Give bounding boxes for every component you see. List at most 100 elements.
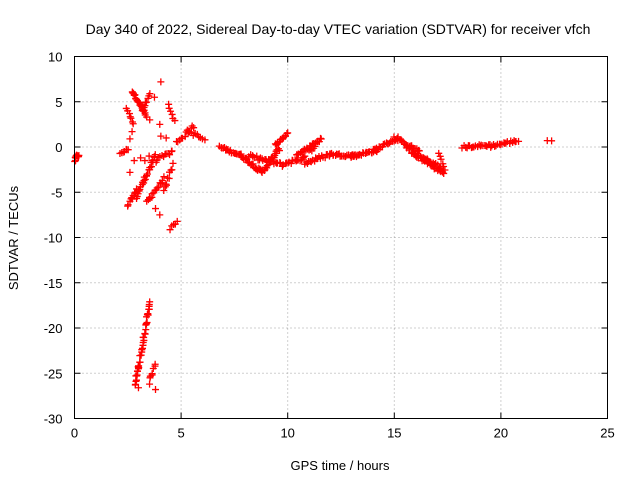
chart-title: Day 340 of 2022, Sidereal Day-to-day VTE… xyxy=(86,21,591,37)
data-point xyxy=(158,152,166,160)
data-points xyxy=(71,78,556,394)
data-point xyxy=(168,166,176,174)
data-point xyxy=(284,129,292,137)
data-point xyxy=(133,372,141,380)
data-point xyxy=(148,370,156,378)
data-point xyxy=(306,145,314,153)
data-point xyxy=(141,330,149,338)
data-point xyxy=(167,107,175,115)
data-point xyxy=(173,217,181,225)
data-point xyxy=(126,135,134,143)
data-point xyxy=(435,149,443,157)
data-point xyxy=(164,150,172,158)
y-axis: -30 -25 -20 -15 -10 -5 0 5 10 xyxy=(44,50,608,427)
y-axis-label: SDTVAR / TECUs xyxy=(6,185,21,290)
data-point xyxy=(137,154,145,162)
data-point xyxy=(142,320,150,328)
data-point xyxy=(146,298,154,306)
data-point xyxy=(158,177,166,185)
x-axis: 0 5 10 15 20 25 xyxy=(71,56,615,441)
data-point xyxy=(141,157,149,165)
data-point xyxy=(171,117,179,125)
data-point xyxy=(142,98,150,106)
y-tick-label: -15 xyxy=(44,276,63,291)
data-point xyxy=(136,358,144,366)
data-point xyxy=(138,346,146,354)
data-point xyxy=(148,190,156,198)
data-point xyxy=(169,159,177,167)
data-point xyxy=(162,134,170,142)
plot-frame xyxy=(74,56,608,419)
data-point xyxy=(301,152,309,160)
x-tick-label: 10 xyxy=(280,426,294,441)
data-point xyxy=(160,187,168,194)
data-point xyxy=(124,146,132,154)
data-point xyxy=(129,120,137,128)
data-point xyxy=(437,155,445,163)
x-tick-label: 5 xyxy=(177,426,184,441)
data-point xyxy=(249,160,257,168)
y-tick-label: -5 xyxy=(51,185,63,200)
data-point xyxy=(156,120,164,128)
data-point xyxy=(127,114,135,122)
data-point xyxy=(124,201,132,209)
data-point xyxy=(145,152,153,160)
data-point xyxy=(157,78,165,86)
data-point xyxy=(146,116,154,124)
data-point xyxy=(146,90,154,98)
data-point xyxy=(168,147,176,155)
data-point xyxy=(190,124,198,132)
data-point xyxy=(431,160,439,168)
x-tick-label: 25 xyxy=(600,426,614,441)
y-tick-label: 10 xyxy=(48,50,62,65)
y-tick-label: -20 xyxy=(44,321,63,336)
data-point xyxy=(134,384,142,392)
data-point xyxy=(201,136,209,144)
data-point xyxy=(188,122,196,130)
data-point xyxy=(140,333,148,341)
data-point xyxy=(125,110,133,118)
y-tick-label: -25 xyxy=(44,366,63,381)
x-tick-label: 0 xyxy=(71,426,78,441)
data-point xyxy=(157,132,165,140)
data-point xyxy=(126,168,134,176)
data-point xyxy=(150,93,158,101)
data-point xyxy=(317,135,325,143)
data-point xyxy=(160,173,168,181)
data-point xyxy=(168,110,176,118)
y-tick-label: 0 xyxy=(55,140,62,155)
data-point xyxy=(151,360,159,368)
data-point xyxy=(143,172,151,180)
data-point xyxy=(143,170,151,178)
data-point xyxy=(128,128,136,136)
data-point xyxy=(156,211,164,219)
data-point xyxy=(548,137,556,145)
data-point xyxy=(166,226,174,234)
y-tick-label: -10 xyxy=(44,231,63,246)
data-point xyxy=(515,137,523,145)
data-point xyxy=(146,380,154,388)
data-point xyxy=(163,181,171,189)
data-point xyxy=(441,166,449,174)
data-point xyxy=(138,107,146,115)
data-point xyxy=(144,310,152,318)
data-point xyxy=(278,135,286,143)
data-point xyxy=(126,113,134,121)
y-tick-label: 5 xyxy=(55,95,62,110)
data-point xyxy=(141,175,149,183)
x-tick-label: 15 xyxy=(387,426,401,441)
data-point xyxy=(398,137,406,145)
x-tick-label: 20 xyxy=(494,426,508,441)
data-point xyxy=(492,142,500,150)
data-point xyxy=(165,174,173,182)
data-point xyxy=(440,169,448,177)
data-point xyxy=(72,157,80,165)
data-point xyxy=(135,362,143,370)
data-point xyxy=(300,153,308,161)
data-point xyxy=(440,162,448,170)
data-point xyxy=(195,133,203,141)
data-point xyxy=(152,386,160,394)
data-point xyxy=(152,205,160,213)
data-point xyxy=(146,164,154,172)
